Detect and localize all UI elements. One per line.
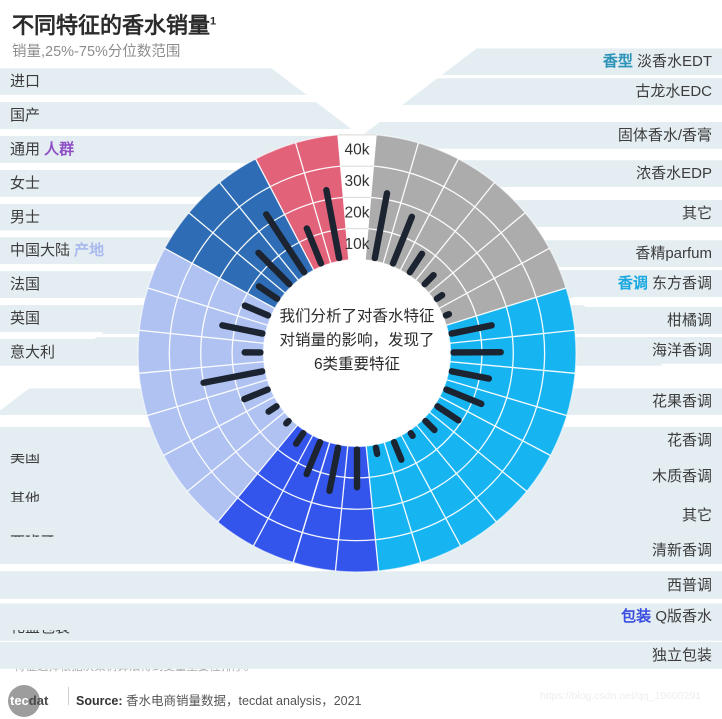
svg-text:40k: 40k	[345, 142, 370, 159]
svg-text:30k: 30k	[345, 173, 370, 190]
svg-text:10k: 10k	[345, 236, 370, 253]
svg-text:20k: 20k	[345, 204, 370, 221]
